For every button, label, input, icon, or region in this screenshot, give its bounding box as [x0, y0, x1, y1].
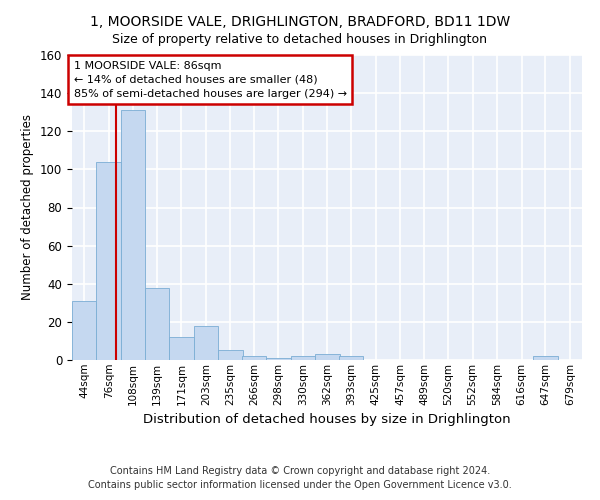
Bar: [339, 356, 364, 360]
Bar: [194, 326, 218, 360]
Bar: [121, 110, 145, 360]
Bar: [97, 162, 121, 360]
Bar: [218, 350, 242, 360]
Bar: [169, 337, 194, 360]
Bar: [72, 301, 97, 360]
Bar: [290, 356, 315, 360]
Text: Size of property relative to detached houses in Drighlington: Size of property relative to detached ho…: [113, 32, 487, 46]
Bar: [533, 356, 557, 360]
Bar: [145, 288, 169, 360]
X-axis label: Distribution of detached houses by size in Drighlington: Distribution of detached houses by size …: [143, 413, 511, 426]
Text: 1, MOORSIDE VALE, DRIGHLINGTON, BRADFORD, BD11 1DW: 1, MOORSIDE VALE, DRIGHLINGTON, BRADFORD…: [90, 15, 510, 29]
Bar: [266, 358, 290, 360]
Text: 1 MOORSIDE VALE: 86sqm
← 14% of detached houses are smaller (48)
85% of semi-det: 1 MOORSIDE VALE: 86sqm ← 14% of detached…: [74, 60, 347, 98]
Y-axis label: Number of detached properties: Number of detached properties: [22, 114, 34, 300]
Bar: [242, 356, 266, 360]
Bar: [315, 354, 340, 360]
Text: Contains HM Land Registry data © Crown copyright and database right 2024.
Contai: Contains HM Land Registry data © Crown c…: [88, 466, 512, 490]
